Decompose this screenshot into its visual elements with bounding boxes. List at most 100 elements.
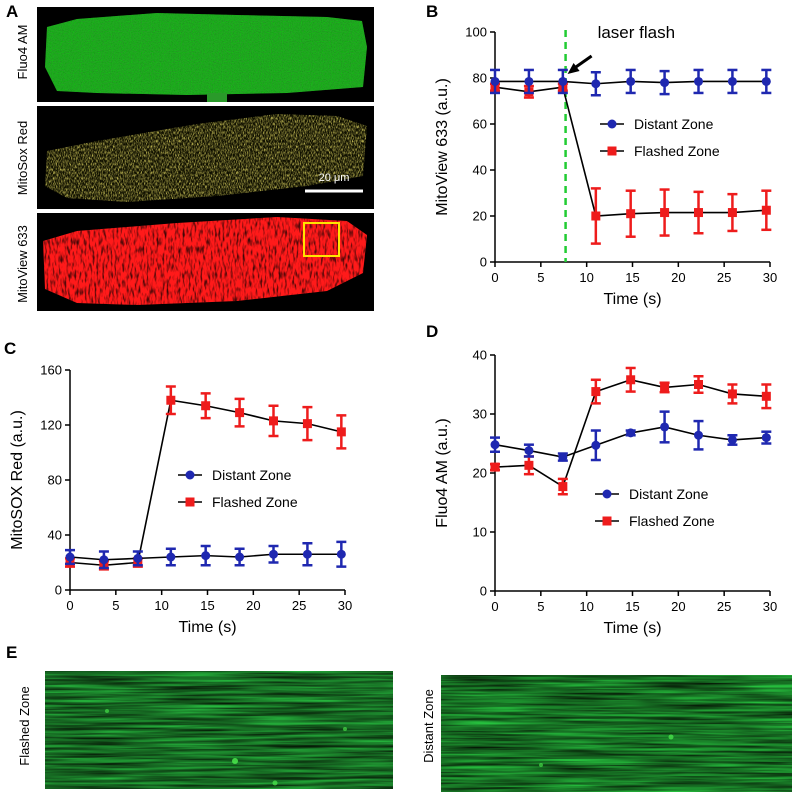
panel-letter-c: C (4, 339, 17, 358)
linescan-label-distant: Distant Zone (421, 689, 436, 763)
legend-label-flashed-zone-d: Flashed Zone (629, 513, 715, 529)
y-tick-label-b: 20 (473, 209, 487, 224)
x-tick-label-b: 0 (491, 270, 498, 285)
point-flashed-zone-c (336, 427, 346, 437)
panel-letter-a: A (6, 2, 19, 21)
point-flashed-zone-d (490, 462, 500, 472)
point-distant-zone-c (336, 549, 346, 559)
point-distant-zone-c (201, 551, 211, 561)
x-tick-label-b: 10 (579, 270, 593, 285)
point-flashed-zone-b (591, 211, 601, 221)
point-distant-zone-c (302, 549, 312, 559)
x-tick-label-d: 30 (763, 599, 777, 614)
x-axis-label-b: Time (s) (603, 291, 661, 308)
x-tick-label-d: 25 (717, 599, 731, 614)
point-distant-zone-d (694, 430, 703, 440)
panel-letter-e: E (6, 643, 18, 662)
point-distant-zone-c (235, 552, 245, 562)
y-tick-label-c: 40 (48, 528, 62, 543)
point-flashed-zone-d (761, 391, 771, 401)
chart-c: 0 5 10 15 20 25 30 0 40 80 120 160 Time (s) MitoSOX R… (9, 363, 352, 637)
legend-marker-flashed-zone-b (607, 146, 617, 156)
linescan-flashed (45, 671, 393, 789)
point-distant-zone-b (524, 76, 534, 86)
x-axis-label-c: Time (s) (178, 619, 236, 636)
point-flashed-zone-c (269, 416, 278, 426)
mitoview-cell-image (43, 217, 367, 305)
point-distant-zone-d (727, 435, 737, 445)
point-distant-zone-d (558, 452, 568, 462)
x-tick-label-d: 10 (579, 599, 593, 614)
row-label-mitoview: MitoView 633 (15, 225, 30, 303)
x-tick-label-d: 20 (671, 599, 685, 614)
chart-d: 0 5 10 15 20 25 30 0 10 20 30 40 Time (s) Fluo4 AM (a… (434, 348, 777, 638)
x-tick-label-b: 30 (763, 270, 777, 285)
laser-flash-arrowhead (567, 63, 580, 74)
point-flashed-zone-d (727, 389, 737, 399)
image-fluo4 (37, 7, 374, 102)
point-distant-zone-b (558, 76, 568, 86)
point-distant-zone-b (490, 76, 500, 86)
point-distant-zone-c (269, 549, 278, 559)
legend-label-flashed-zone-b: Flashed Zone (634, 143, 720, 159)
x-tick-label-d: 5 (537, 599, 544, 614)
point-distant-zone-d (490, 440, 500, 450)
point-distant-zone-c (166, 552, 176, 562)
point-distant-zone-d (591, 440, 601, 450)
y-axis-label-c: MitoSOX Red (a.u.) (9, 410, 26, 550)
x-tick-label-d: 15 (625, 599, 639, 614)
point-flashed-zone-b (727, 208, 737, 218)
point-distant-zone-b (761, 76, 771, 86)
y-axis-label-d: Fluo4 AM (a.u.) (434, 418, 451, 527)
y-tick-label-c: 120 (40, 418, 62, 433)
y-tick-label-b: 0 (480, 255, 487, 270)
point-flashed-zone-b (660, 208, 670, 218)
y-axis-label-b: MitoView 633 (a.u.) (434, 78, 451, 216)
x-tick-label-b: 15 (625, 270, 639, 285)
y-tick-label-d: 20 (473, 466, 487, 481)
image-mitosox: 20 μm (37, 106, 374, 209)
point-distant-zone-c (133, 553, 143, 563)
x-axis-label-d: Time (s) (603, 620, 661, 637)
legend-marker-distant-zone-b (607, 119, 617, 129)
x-tick-label-d: 0 (491, 599, 498, 614)
point-distant-zone-b (591, 79, 601, 89)
point-flashed-zone-c (201, 401, 211, 411)
legend-label-distant-zone-d: Distant Zone (629, 486, 709, 502)
x-tick-label-b: 25 (717, 270, 731, 285)
y-tick-label-b: 40 (473, 163, 487, 178)
image-mitoview (37, 213, 374, 311)
legend-marker-flashed-zone-d (602, 516, 612, 526)
point-distant-zone-c (65, 552, 75, 562)
laser-flash-label: laser flash (598, 23, 675, 42)
x-tick-label-c: 20 (246, 598, 260, 613)
point-flashed-zone-b (761, 205, 771, 215)
legend-label-distant-zone-c: Distant Zone (212, 467, 292, 483)
linescan-distant-image (441, 675, 792, 792)
legend-label-distant-zone-b: Distant Zone (634, 116, 714, 132)
point-flashed-zone-d (524, 460, 534, 470)
point-flashed-zone-c (235, 408, 245, 418)
point-distant-zone-b (727, 76, 737, 86)
x-tick-label-c: 10 (154, 598, 168, 613)
x-tick-label-c: 5 (112, 598, 119, 613)
chart-b: 0 5 10 15 20 25 30 0 20 40 60 80 100 Time (s) MitoView… (434, 23, 777, 308)
y-tick-label-d: 0 (480, 584, 487, 599)
row-label-fluo4: Fluo4 AM (15, 24, 30, 80)
x-tick-label-c: 25 (292, 598, 306, 613)
y-tick-label-b: 100 (465, 25, 487, 40)
point-flashed-zone-b (626, 209, 636, 219)
point-flashed-zone-d (660, 382, 670, 392)
scale-bar-label: 20 μm (319, 172, 350, 184)
y-tick-label-b: 80 (473, 71, 487, 86)
row-label-mitosox: MitoSox Red (15, 120, 30, 196)
y-tick-label-c: 0 (55, 583, 62, 598)
point-distant-zone-b (660, 78, 670, 88)
point-flashed-zone-c (302, 419, 312, 429)
point-flashed-zone-d (591, 387, 601, 397)
x-tick-label-b: 20 (671, 270, 685, 285)
y-tick-label-b: 60 (473, 117, 487, 132)
panel-letter-b: B (426, 2, 439, 21)
point-flashed-zone-b (694, 208, 703, 218)
point-flashed-zone-d (558, 482, 568, 492)
